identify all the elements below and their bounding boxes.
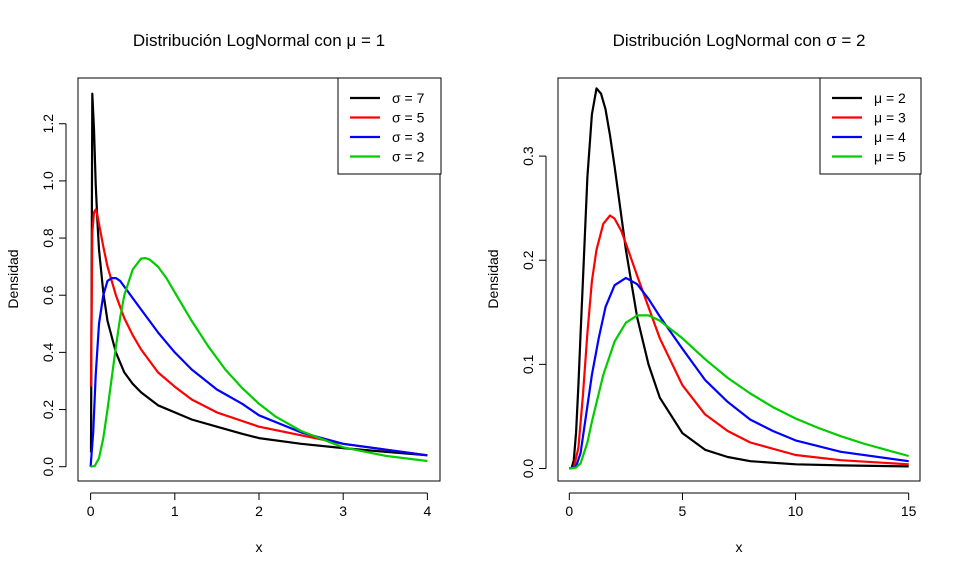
x-tick-label: 0 bbox=[565, 503, 573, 519]
chart-title: Distribución LogNormal con σ = 2 bbox=[613, 31, 866, 50]
legend-label: μ = 5 bbox=[874, 149, 906, 165]
x-tick-label: 3 bbox=[339, 503, 347, 519]
x-tick-label: 4 bbox=[423, 503, 431, 519]
series-line bbox=[569, 214, 909, 470]
legend-label: σ = 5 bbox=[392, 110, 425, 126]
x-tick-label: 2 bbox=[255, 503, 263, 519]
legend-box bbox=[337, 77, 442, 175]
plot-area: 0 5 10 15 0.0 0.1 0.2 0.3 μ = 2 μ = 3 μ = 4 μ = 5 bbox=[520, 77, 922, 519]
legend-box bbox=[819, 77, 922, 175]
y-tick-label: 0.0 bbox=[520, 459, 536, 479]
series-line bbox=[569, 87, 909, 470]
series-line bbox=[89, 208, 428, 457]
x-tick-label: 0 bbox=[87, 503, 95, 519]
x-tick-label: 5 bbox=[679, 503, 687, 519]
plot-frame bbox=[77, 77, 441, 482]
y-tick-label: 1.0 bbox=[40, 171, 56, 191]
x-tick-label: 10 bbox=[788, 503, 804, 519]
series-line bbox=[89, 92, 428, 457]
legend-label: μ = 2 bbox=[874, 90, 906, 106]
y-axis-label: Densidad bbox=[485, 249, 501, 308]
y-tick-label: 0.3 bbox=[520, 146, 536, 166]
y-axis-label: Densidad bbox=[5, 249, 21, 308]
series-line bbox=[569, 314, 909, 470]
y-tick-label: 0.1 bbox=[520, 354, 536, 374]
chart-left: Distribución LogNormal con μ = 1 x Densi… bbox=[5, 31, 442, 555]
x-tick-label: 1 bbox=[171, 503, 179, 519]
legend-label: μ = 4 bbox=[874, 129, 906, 145]
y-tick-label: 1.2 bbox=[40, 114, 56, 134]
y-tick-label: 0.6 bbox=[40, 285, 56, 305]
y-tick-label: 0.2 bbox=[40, 400, 56, 420]
legend-label: σ = 3 bbox=[392, 129, 425, 145]
y-tick-label: 0.8 bbox=[40, 228, 56, 248]
y-tick-label: 0.4 bbox=[40, 342, 56, 362]
x-tick-label: 15 bbox=[901, 503, 917, 519]
series-line bbox=[568, 276, 909, 470]
series-line bbox=[90, 257, 428, 468]
plot-frame bbox=[557, 77, 921, 482]
y-tick-label: 0.0 bbox=[40, 457, 56, 477]
y-tick-label: 0.2 bbox=[520, 250, 536, 270]
chart-title: Distribución LogNormal con μ = 1 bbox=[133, 31, 385, 50]
series-line bbox=[89, 277, 428, 467]
x-axis-label: x bbox=[736, 539, 743, 555]
x-axis-label: x bbox=[256, 539, 263, 555]
plot-area: 0 1 2 3 40.00.20.40.60.81.01.2σ = 7σ = 5σ = … bbox=[40, 77, 442, 519]
chart-right: Distribución LogNormal con σ = 2 x Densi… bbox=[485, 31, 922, 555]
legend: σ = 7 σ = 5 σ = 3 σ = 2 bbox=[337, 77, 442, 175]
legend-label: σ = 2 bbox=[392, 149, 425, 165]
legend-label: σ = 7 bbox=[392, 90, 425, 106]
legend: μ = 2 μ = 3 μ = 4 μ = 5 bbox=[819, 77, 922, 175]
legend-label: μ = 3 bbox=[874, 110, 906, 126]
